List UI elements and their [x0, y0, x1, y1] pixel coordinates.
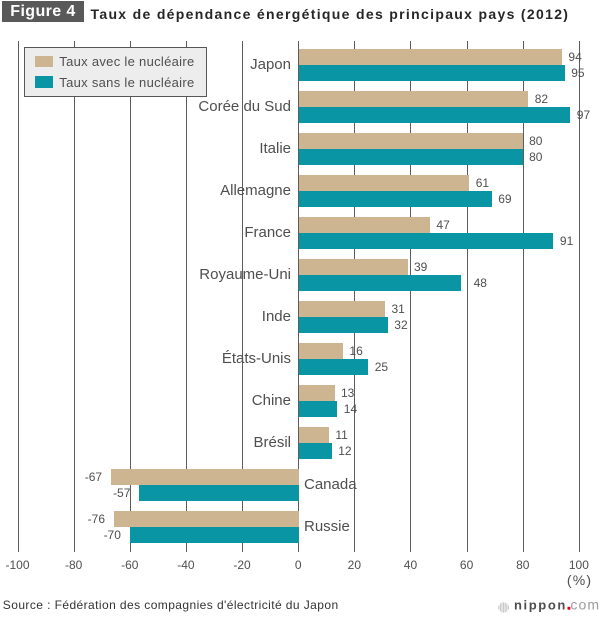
svg-text:nippon: nippon	[514, 598, 567, 613]
svg-text:com: com	[570, 597, 600, 613]
